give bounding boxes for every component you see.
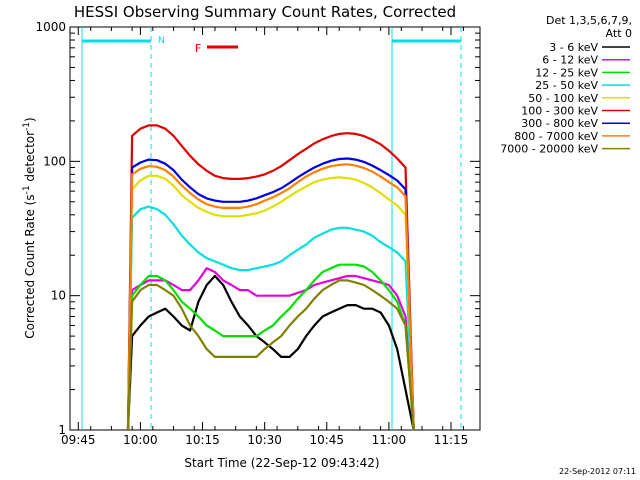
x-tick-label: 09:45 — [61, 433, 96, 447]
series-line-7000to20000keV — [126, 279, 415, 431]
legend-label: 3 - 6 keV — [549, 41, 598, 54]
legend-label: 7000 - 20000 keV — [500, 143, 598, 156]
y-axis-label-part1: Corrected Count Rate (s — [23, 194, 37, 338]
y-axis-label: Corrected Count Rate (s-1 detector-1) — [22, 117, 37, 338]
series-line-50to100keV — [126, 174, 415, 431]
series-line-3to6keV — [126, 274, 415, 431]
chart-title: HESSI Observing Summary Count Rates, Cor… — [74, 3, 456, 21]
y-tick-label: 10 — [51, 289, 66, 303]
legend-label: 100 - 300 keV — [521, 105, 598, 118]
series-line-12to25keV — [126, 263, 415, 431]
x-axis-label: Start Time (22-Sep-12 09:43:42) — [184, 456, 379, 470]
y-axis-label-sup1: -1 — [22, 185, 32, 194]
legend-label: 6 - 12 keV — [542, 54, 598, 67]
x-tick-label: 11:00 — [372, 433, 407, 447]
series-line-25to50keV — [126, 205, 415, 431]
flare-marker-label: F — [195, 42, 201, 55]
y-axis-label-part3: ) — [23, 117, 37, 122]
y-axis-label-part2: detector — [23, 131, 37, 186]
x-tick-label: 11:15 — [434, 433, 469, 447]
legend-label: 300 - 800 keV — [521, 117, 598, 130]
x-tick-label: 10:00 — [123, 433, 158, 447]
legend-label: 12 - 25 keV — [535, 66, 598, 79]
series-layer — [126, 124, 415, 431]
x-tick-label: 10:45 — [309, 433, 344, 447]
series-line-100to300keV — [126, 124, 415, 431]
legend-header-line1: Det 1,3,5,6,7,9, — [546, 14, 632, 27]
x-tick-label: 10:15 — [185, 433, 220, 447]
night-marker-label: N — [158, 36, 165, 46]
legend-header-line2: Att 0 — [606, 27, 632, 40]
series-line-800to7000keV — [126, 163, 415, 431]
legend-label: 800 - 7000 keV — [514, 130, 598, 143]
legend-label: 50 - 100 keV — [528, 92, 598, 105]
tick-layer: 09:45 10:00 10:15 10:30 10:45 11:00 11:15 1 10 10… — [35, 20, 480, 447]
y-axis-label-sup2: -1 — [22, 122, 32, 131]
plot-frame — [69, 26, 481, 431]
legend-label: 25 - 50 keV — [535, 79, 598, 92]
annotation-layer: NF — [81, 27, 462, 430]
x-tick-label: 10:30 — [247, 433, 282, 447]
plot-border — [69, 26, 481, 431]
y-tick-label: 1000 — [35, 20, 66, 34]
timestamp: 22-Sep-2012 07:11 — [559, 467, 636, 476]
series-line-300to800keV — [126, 157, 415, 431]
y-tick-label: 1 — [58, 423, 66, 437]
y-tick-label: 100 — [43, 154, 66, 168]
series-line-6to12keV — [126, 267, 415, 431]
